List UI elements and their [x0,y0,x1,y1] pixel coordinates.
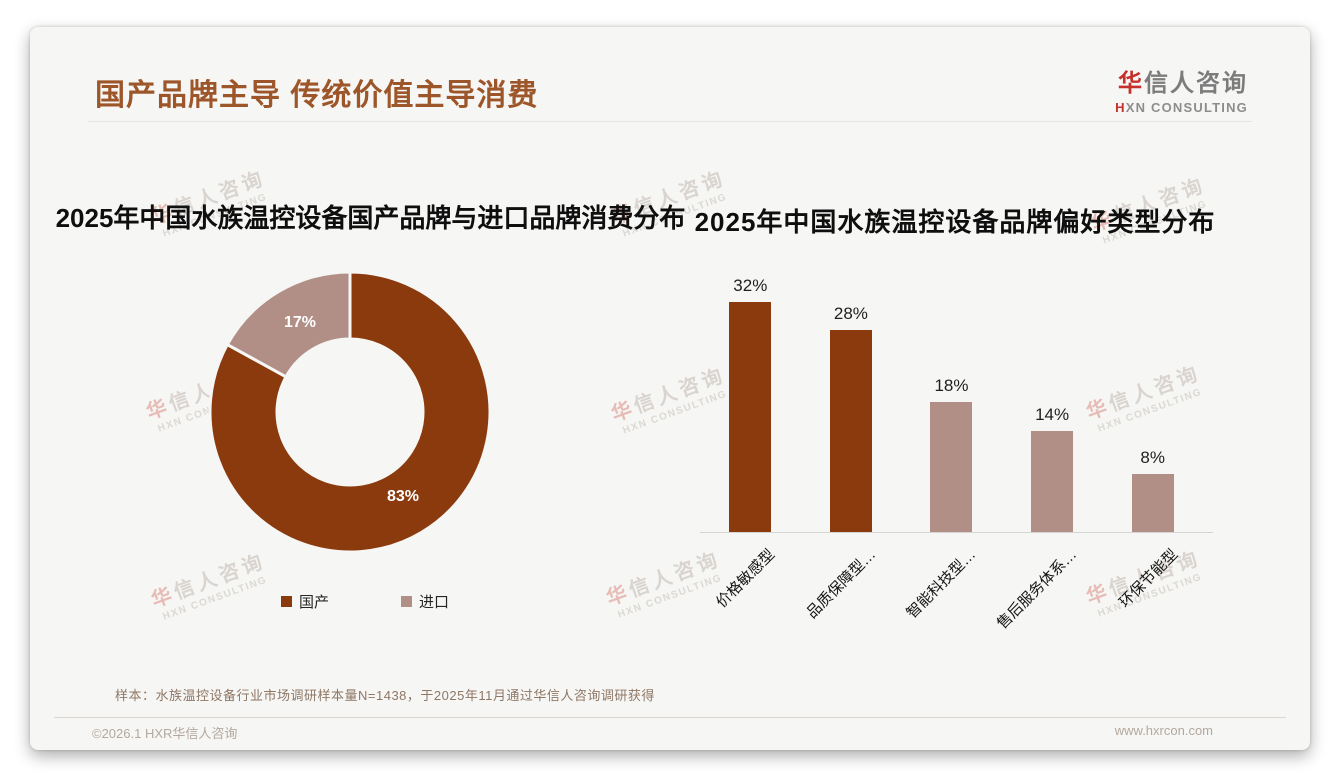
page-title: 国产品牌主导 传统价值主导消费 [95,79,539,112]
bar-column: 32% [700,276,801,532]
bar-value-label: 14% [1035,405,1070,425]
x-axis-line [700,532,1213,533]
donut-chart-title: 2025年中国水族温控设备国产品牌与进口品牌消费分布 [55,203,686,233]
footer-website: www.hxrcon.com [1114,723,1213,738]
legend-label-domestic: 国产 [298,594,329,611]
category-label: 品质保障型… [803,546,880,622]
bar-value-label: 28% [833,304,868,324]
category-label: 智能科技型… [903,546,980,622]
logo-name: 华信人咨询 [1115,63,1248,98]
bar [930,402,973,532]
donut-legend: 国产 进口 [225,591,505,612]
footer-divider [54,717,1286,718]
bar-column: 8% [1102,448,1203,532]
category-label: 价格敏感型 [713,546,779,612]
legend-item-domestic: 国产 [280,591,329,612]
bar-value-label: 18% [934,376,969,396]
logo-name-accent: 华 [1118,70,1144,97]
bar-column: 14% [1002,405,1103,532]
bar-column: 28% [801,304,902,532]
donut-label-domestic: 83% [386,488,420,505]
sample-note: 样本：水族温控设备行业市场调研样本量N=1438，于2025年11月通过华信人咨… [115,688,655,703]
footer-copyright: ©2026.1 HXR华信人咨询 [92,726,238,741]
logo-subtitle-accent: H [1115,100,1126,115]
bar [1031,431,1074,532]
bar [1131,474,1174,532]
legend-swatch-domestic [280,596,292,607]
donut-slice-1 [225,270,352,379]
bar-value-label: 32% [733,275,768,295]
category-label: 环保节能型 [1115,546,1181,612]
donut-label-import: 17% [283,314,317,331]
logo-name-rest: 信人咨询 [1144,70,1248,97]
bar-chart-title: 2025年中国水族温控设备品牌偏好类型分布 [694,207,1216,237]
bar-value-label: 8% [1140,448,1165,468]
bar [729,301,772,532]
company-logo: 华信人咨询 HXN CONSULTING [1115,63,1248,115]
legend-item-import: 进口 [401,591,449,612]
logo-subtitle-rest: XN CONSULTING [1125,100,1248,115]
logo-subtitle: HXN CONSULTING [1115,100,1248,115]
donut-chart: 17% 83% [205,267,495,557]
header-divider [88,121,1252,122]
legend-label-import: 进口 [419,594,450,611]
bar-plot-area: 32% 28% 18% 14% 8% [700,250,1203,532]
bar-column: 18% [901,376,1002,532]
donut-slice-0 [208,270,492,554]
legend-swatch-import [401,596,412,607]
bar [829,330,872,532]
category-axis-labels: 价格敏感型 品质保障型… 智能科技型… 售后服务体系… 环保节能型 [700,544,1203,654]
slide-card: 华信人咨询 HXN CONSULTING 华信人咨询 HXN CONSULTING 华信… [30,27,1310,750]
category-label: 售后服务体系… [993,546,1081,633]
donut-svg [208,270,492,554]
bar-chart: 32% 28% 18% 14% 8% 价格敏感型 品质保障型… 智能科技型… 售后服务体系… 环… [700,250,1213,650]
